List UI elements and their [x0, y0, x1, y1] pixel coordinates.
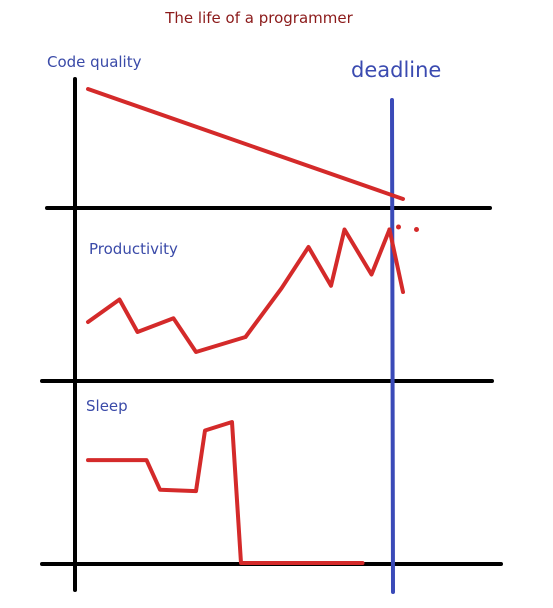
productivity-point	[371, 274, 372, 275]
sleep-line-0	[86, 420, 351, 565]
panel-label-sleep: Sleep	[86, 397, 128, 415]
productivity-point	[308, 246, 309, 248]
productivity-point	[137, 331, 138, 333]
productivity-line-1	[387, 227, 405, 294]
deadline-line	[390, 98, 395, 594]
deadline-label: deadline	[351, 58, 442, 82]
productivity-point	[195, 351, 197, 353]
productivity-point	[402, 291, 404, 293]
productivity-trailing-dot	[414, 227, 419, 232]
chart-title: The life of a programmer	[165, 9, 353, 27]
productivity-point	[281, 287, 282, 289]
code-quality-point	[402, 198, 404, 200]
series-layer	[86, 87, 419, 565]
sleep-point	[195, 490, 197, 492]
sleep-point	[87, 459, 89, 461]
productivity-point	[173, 317, 174, 319]
code-quality-line-0	[86, 87, 405, 201]
panel-label-productivity: Productivity	[89, 240, 178, 258]
productivity-line-0	[86, 227, 392, 354]
productivity-point	[344, 229, 345, 230]
sleep-point	[146, 459, 147, 461]
axes-group	[40, 77, 503, 592]
productivity-trailing-dot	[396, 224, 401, 230]
productivity-point	[245, 336, 246, 338]
sleep-point	[231, 421, 233, 423]
sleep-point	[348, 562, 350, 564]
productivity-point	[87, 321, 89, 323]
panel-label-code-quality: Code quality	[47, 53, 142, 71]
sleep-point	[204, 430, 206, 431]
productivity-point	[389, 229, 390, 230]
productivity-point	[330, 285, 332, 287]
productivity-point	[119, 299, 120, 300]
sleep-point	[362, 562, 363, 564]
code-quality-point	[87, 88, 89, 90]
sleep-point	[159, 489, 161, 491]
sleep-point	[240, 562, 242, 564]
